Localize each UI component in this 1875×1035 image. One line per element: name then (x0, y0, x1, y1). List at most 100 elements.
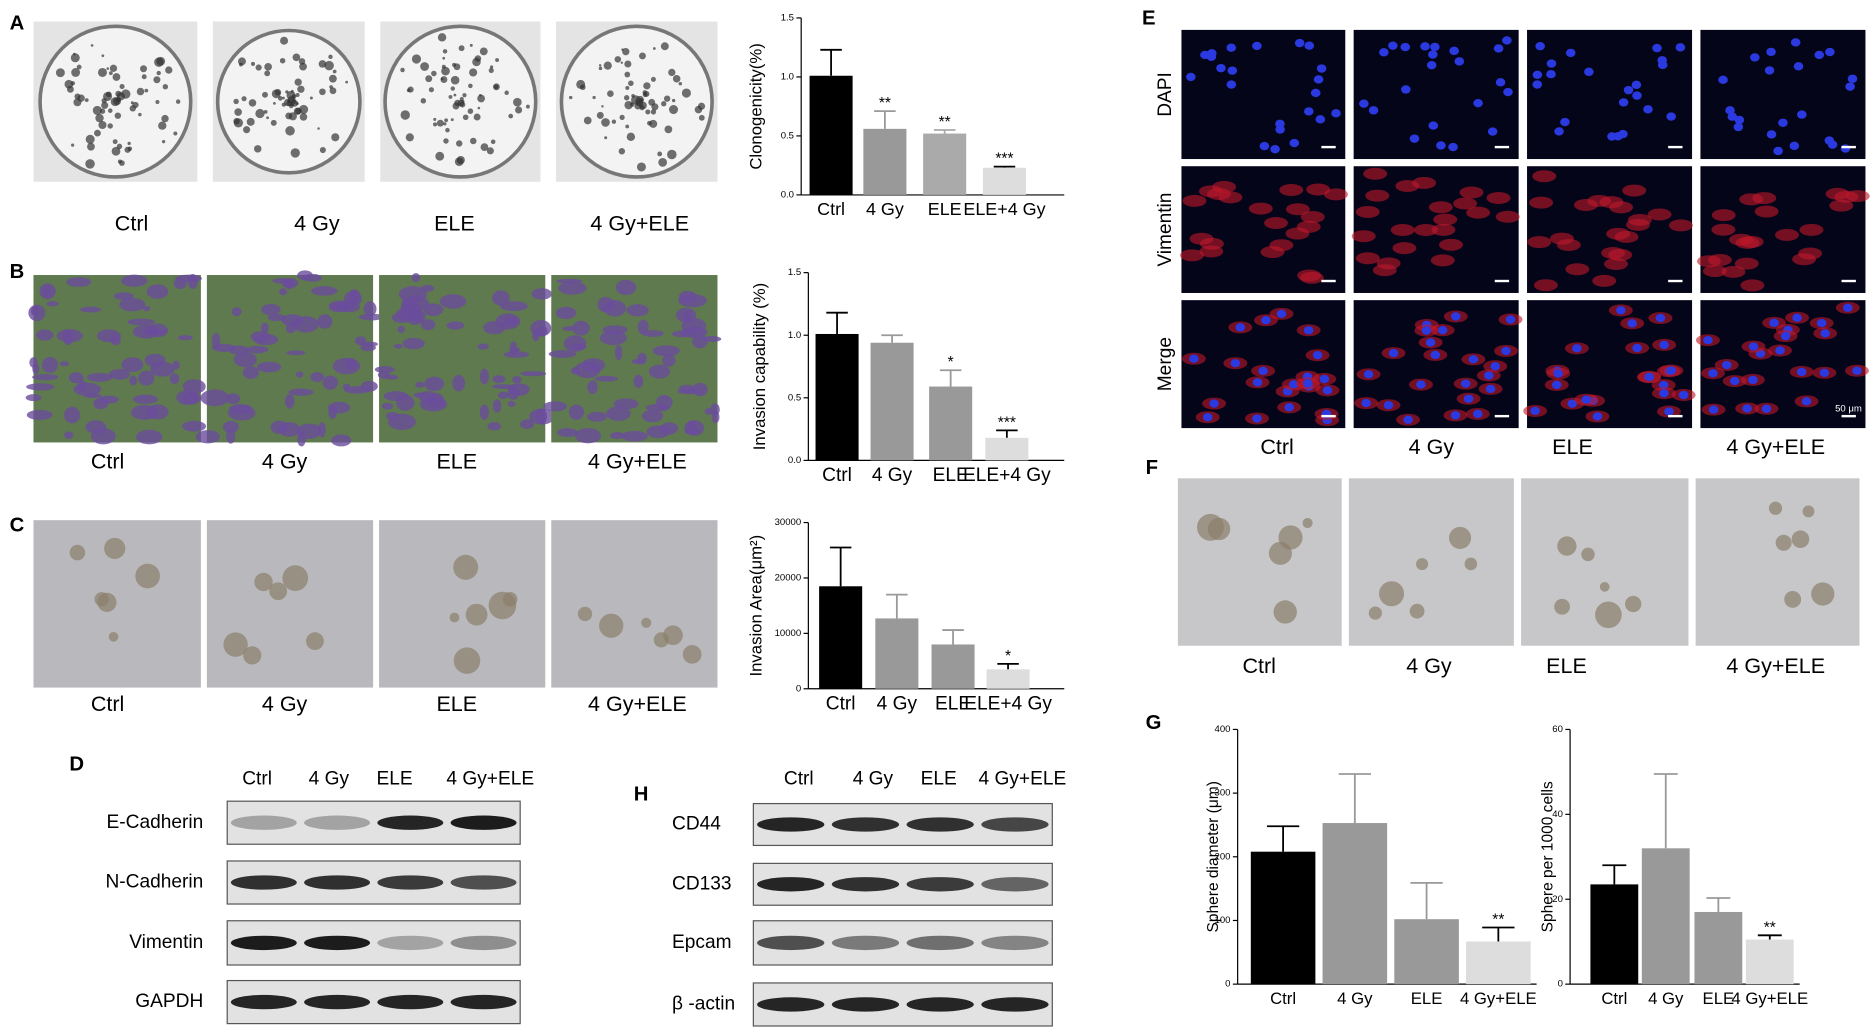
cell (642, 330, 664, 337)
cell (439, 294, 467, 309)
cell (228, 345, 249, 355)
colony (607, 90, 614, 98)
colony (299, 113, 308, 121)
sphere (599, 613, 624, 638)
fluorescence-image (1523, 300, 1696, 429)
cell (68, 372, 84, 384)
cell (285, 279, 294, 290)
cytoplasm (1199, 237, 1224, 250)
colony (297, 85, 305, 93)
nucleus (1430, 350, 1441, 360)
panel-label: D (69, 754, 84, 776)
colony (292, 53, 301, 62)
band (906, 935, 974, 951)
colony (290, 103, 294, 107)
cell (574, 361, 601, 379)
colony (568, 95, 573, 100)
colony (467, 108, 474, 114)
x-tick-label: 4 Gy (1337, 989, 1373, 1008)
cell (136, 429, 163, 445)
cell (231, 307, 242, 317)
photo (212, 21, 365, 182)
nucleus (1644, 372, 1654, 382)
nucleus (1530, 406, 1540, 416)
x-tick-label: ELE (1703, 989, 1735, 1008)
nucleus (1775, 346, 1785, 355)
sphere (1379, 581, 1405, 607)
cell (479, 368, 489, 385)
colony (262, 91, 268, 98)
sphere (108, 631, 119, 642)
colony (672, 74, 681, 83)
colony (263, 109, 268, 114)
nucleus (1766, 130, 1777, 139)
colony (277, 95, 283, 101)
cytoplasm (1306, 183, 1331, 196)
cell (548, 350, 577, 358)
colony (92, 105, 102, 115)
cytoplasm (1390, 224, 1415, 237)
cell (32, 373, 59, 381)
colony (668, 68, 676, 77)
cell (26, 383, 55, 391)
cell (687, 420, 697, 430)
colony (127, 146, 133, 151)
nucleus (1503, 87, 1513, 97)
nucleus (1718, 75, 1728, 85)
colony (285, 90, 289, 94)
bar (929, 386, 973, 461)
nucleus (1565, 48, 1576, 58)
band (304, 815, 371, 830)
cytoplasm (1279, 183, 1304, 196)
cell (536, 408, 548, 425)
colony (103, 91, 113, 101)
colony (95, 113, 104, 123)
cytoplasm (1199, 185, 1223, 198)
colony (643, 82, 651, 90)
cytoplasm (1622, 184, 1647, 197)
blot-column: 4 Gy (309, 769, 350, 790)
nucleus (1449, 46, 1459, 56)
cell (543, 401, 567, 412)
cytoplasm (1300, 210, 1325, 223)
nucleus (1428, 121, 1439, 130)
cell (572, 320, 590, 336)
nucleus (1436, 141, 1446, 150)
colony (290, 148, 300, 158)
sphere (243, 646, 262, 665)
nucleus (1502, 36, 1512, 45)
sphere (223, 632, 248, 657)
bar (923, 133, 967, 195)
colony (596, 111, 604, 119)
cell (109, 368, 131, 380)
cell (606, 406, 631, 421)
colony (598, 64, 602, 67)
cell (121, 357, 144, 373)
colony (635, 102, 640, 106)
colony (444, 118, 449, 123)
cell (80, 306, 102, 313)
nucleus (1450, 411, 1461, 420)
colony (649, 119, 658, 128)
nucleus (1487, 127, 1498, 136)
colony (432, 122, 438, 127)
x-tick-label: Ctrl (817, 199, 845, 219)
image-bg (1527, 166, 1693, 293)
colony (264, 63, 272, 71)
photo-caption: Ctrl (91, 692, 124, 716)
y-axis-label: Clonogenicity(%) (746, 43, 765, 170)
cell (397, 325, 406, 333)
cytoplasm (1754, 205, 1779, 218)
cell (242, 366, 259, 379)
sphere (1784, 590, 1802, 608)
colony (601, 105, 604, 108)
sphere (488, 591, 517, 620)
cytoplasm (1495, 210, 1520, 223)
sphere (1273, 600, 1297, 624)
nucleus (1840, 144, 1851, 153)
photo-caption: ELE (436, 692, 477, 716)
nucleus (1666, 366, 1677, 375)
band (831, 997, 900, 1012)
cell (384, 374, 399, 380)
cytoplasm (1285, 203, 1310, 216)
